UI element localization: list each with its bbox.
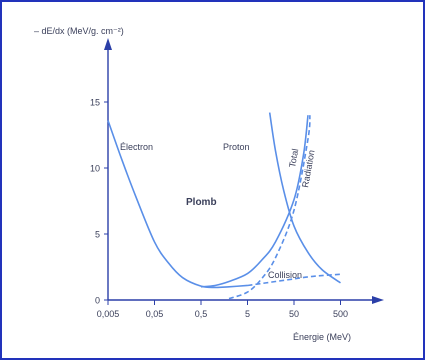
x-axis-label: Énergie (MeV) xyxy=(293,332,351,342)
series-collision-line xyxy=(247,273,341,287)
series-proton-line xyxy=(268,112,341,284)
x-tick-label: 50 xyxy=(289,309,299,319)
series-lectron-line xyxy=(107,120,248,289)
curves xyxy=(107,112,341,300)
x-tick-label: 0,05 xyxy=(146,309,164,319)
axes xyxy=(104,38,384,304)
x-axis-arrow xyxy=(372,296,384,304)
y-axis-arrow xyxy=(104,38,112,50)
curve-label: Radiation xyxy=(300,149,316,188)
x-tick-label: 0,5 xyxy=(195,309,208,319)
curve-label: Proton xyxy=(223,142,250,152)
x-tick-label: 5 xyxy=(245,309,250,319)
material-label: Plomb xyxy=(186,197,217,208)
series-total-line xyxy=(200,115,309,288)
x-tick-label: 500 xyxy=(333,309,348,319)
ticks: 0 5 10 15 0,005 0,05 0,5 5 50 500 xyxy=(90,98,348,320)
curve-label: Collision xyxy=(268,270,302,280)
y-axis-label: – dE/dx (MeV/g. cm⁻²) xyxy=(34,26,124,36)
curve-label: Électron xyxy=(120,142,153,152)
x-tick-label: 0,005 xyxy=(97,309,120,319)
y-tick-label: 10 xyxy=(90,164,100,174)
series-radiation-line xyxy=(228,115,311,300)
y-tick-label: 15 xyxy=(90,98,100,108)
y-tick-label: 0 xyxy=(95,296,100,306)
curve-labels: Électron Proton Total Radiation Collision xyxy=(120,142,317,280)
curve-label: Total xyxy=(287,148,300,168)
y-tick-label: 5 xyxy=(95,230,100,240)
